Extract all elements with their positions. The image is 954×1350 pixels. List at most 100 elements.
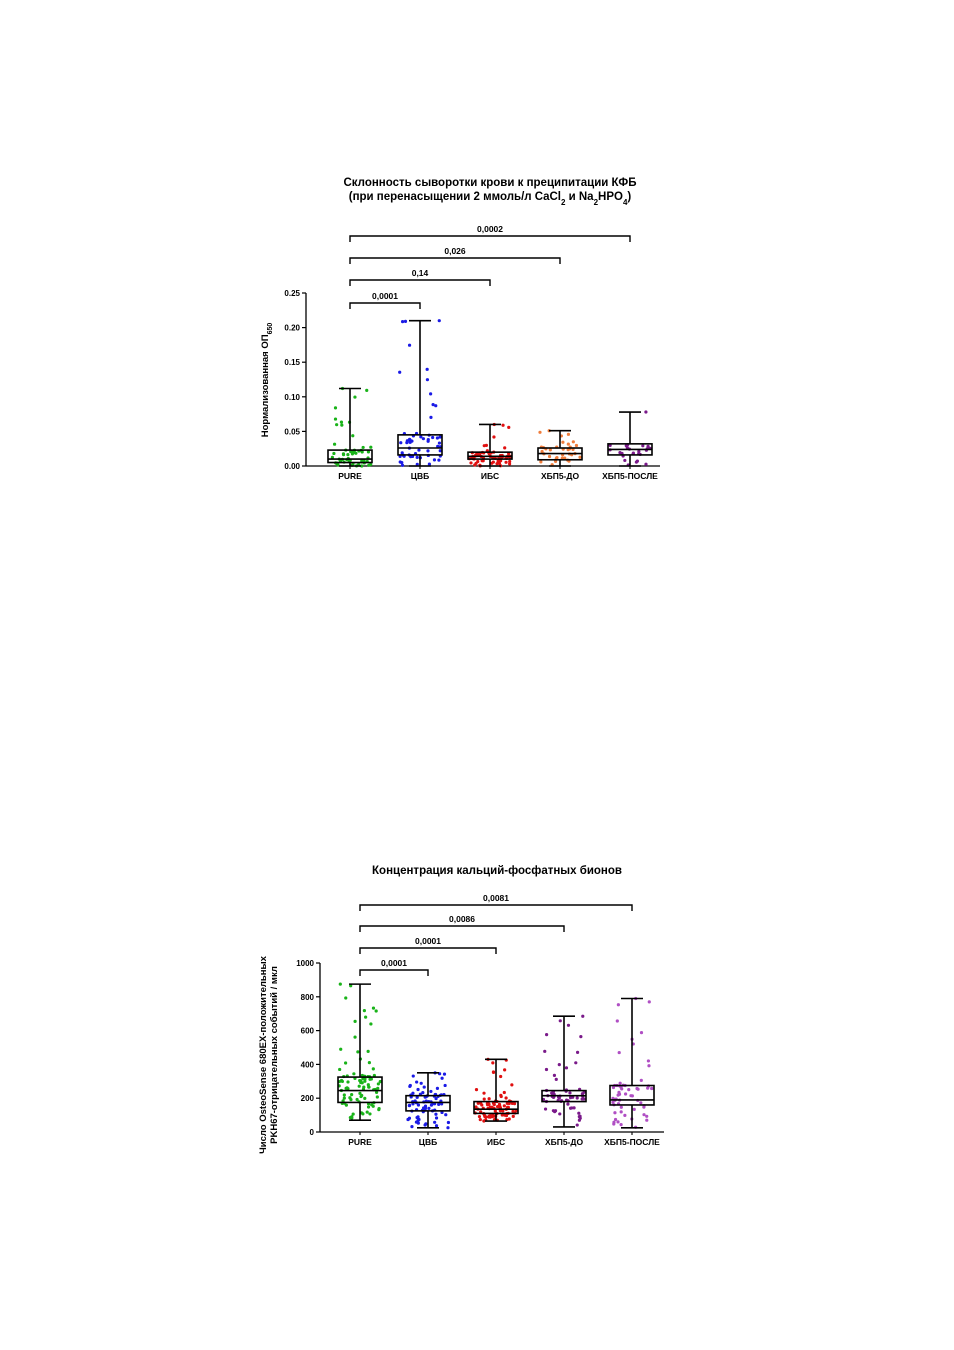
data-point xyxy=(487,1097,491,1101)
data-point xyxy=(616,1003,620,1007)
data-point xyxy=(332,451,336,456)
data-point xyxy=(618,1081,622,1085)
data-point xyxy=(333,417,338,421)
data-point xyxy=(350,1093,354,1097)
data-point xyxy=(479,1110,483,1114)
y-tick-label: 200 xyxy=(301,1094,315,1103)
data-point xyxy=(437,319,441,323)
data-point xyxy=(429,392,433,396)
data-point xyxy=(415,1115,419,1120)
data-point xyxy=(572,1106,576,1110)
data-point xyxy=(566,1023,571,1027)
data-point xyxy=(434,1112,438,1116)
data-point xyxy=(499,1074,503,1079)
data-point xyxy=(557,1063,561,1067)
box-iqr xyxy=(405,1094,451,1112)
data-point xyxy=(563,456,567,460)
data-point xyxy=(355,1097,359,1102)
x-category-label: PURE xyxy=(348,1137,372,1147)
data-point xyxy=(566,442,570,446)
data-point xyxy=(365,1110,369,1114)
data-point xyxy=(429,415,433,419)
data-point xyxy=(619,1105,623,1109)
data-point xyxy=(613,1111,617,1115)
data-point xyxy=(369,1077,373,1081)
data-point xyxy=(543,1107,548,1111)
data-point xyxy=(490,461,494,465)
data-point xyxy=(431,435,435,440)
data-point xyxy=(374,1090,379,1094)
y-tick-label: 1000 xyxy=(296,959,314,968)
data-point xyxy=(407,437,412,441)
data-point xyxy=(353,1019,357,1024)
data-point xyxy=(446,1126,450,1130)
data-point xyxy=(346,1087,350,1091)
data-point xyxy=(507,462,512,466)
data-point xyxy=(560,456,564,460)
data-point xyxy=(342,1093,346,1097)
data-point xyxy=(613,1117,618,1122)
chart2-points xyxy=(337,982,654,1130)
data-point xyxy=(554,1077,558,1081)
data-point xyxy=(338,982,342,986)
data-point xyxy=(444,1113,448,1117)
data-point xyxy=(646,1086,650,1090)
data-point xyxy=(485,1103,490,1107)
data-point xyxy=(405,441,409,445)
data-point xyxy=(504,460,508,464)
data-point xyxy=(434,1096,438,1101)
y-tick-label: 0.15 xyxy=(284,358,300,367)
significance-bracket xyxy=(349,302,421,309)
data-point xyxy=(342,1096,346,1100)
significance-bracket xyxy=(349,235,631,242)
data-point xyxy=(566,448,570,452)
data-point xyxy=(415,1095,419,1099)
data-point xyxy=(499,1093,503,1097)
data-point xyxy=(502,1104,506,1108)
data-point xyxy=(407,343,412,347)
data-point xyxy=(370,1103,374,1107)
data-point xyxy=(483,1114,487,1118)
data-point xyxy=(368,1112,372,1116)
data-point xyxy=(639,1031,644,1035)
data-point xyxy=(335,423,339,427)
x-category-label: ЦВБ xyxy=(411,471,429,481)
chart2-ylabel-line1: Число OsteoSense 680EX-положительных xyxy=(258,955,269,1154)
data-point xyxy=(400,463,405,467)
data-point xyxy=(491,1061,495,1065)
data-point xyxy=(442,1072,447,1076)
data-point xyxy=(616,1093,620,1097)
data-point xyxy=(367,463,371,467)
data-point xyxy=(623,1092,628,1096)
data-point xyxy=(578,455,582,459)
data-point xyxy=(438,435,442,439)
p-value-label: 0,026 xyxy=(444,246,466,256)
data-point xyxy=(351,434,355,438)
data-point xyxy=(437,458,441,462)
data-point xyxy=(415,1080,419,1084)
data-point xyxy=(363,1079,367,1083)
data-point xyxy=(410,1125,414,1129)
data-point xyxy=(571,440,575,444)
x-category-label: ИБС xyxy=(481,471,499,481)
chart2-axes: 0 200 400 600 800 1000 PURE ЦВБ ИБС ХБП5-ДО ХБП5-П… xyxy=(296,959,664,1147)
data-point xyxy=(635,459,640,463)
data-point xyxy=(637,449,641,453)
x-category-label: ХБП5-ПОСЛЕ xyxy=(602,471,658,481)
data-point xyxy=(351,1112,355,1116)
data-point xyxy=(647,1000,651,1004)
data-point xyxy=(437,1102,441,1107)
y-tick-label: 600 xyxy=(301,1027,315,1036)
data-point xyxy=(501,423,505,427)
data-point xyxy=(398,370,402,374)
data-point xyxy=(488,1115,492,1119)
data-point xyxy=(367,1085,371,1089)
data-point xyxy=(544,1067,549,1072)
data-point xyxy=(406,1117,410,1122)
data-point xyxy=(508,459,512,464)
data-point xyxy=(510,1083,514,1087)
data-point xyxy=(346,453,350,457)
data-point xyxy=(415,455,419,459)
data-point xyxy=(376,1082,380,1086)
data-point xyxy=(332,442,337,446)
